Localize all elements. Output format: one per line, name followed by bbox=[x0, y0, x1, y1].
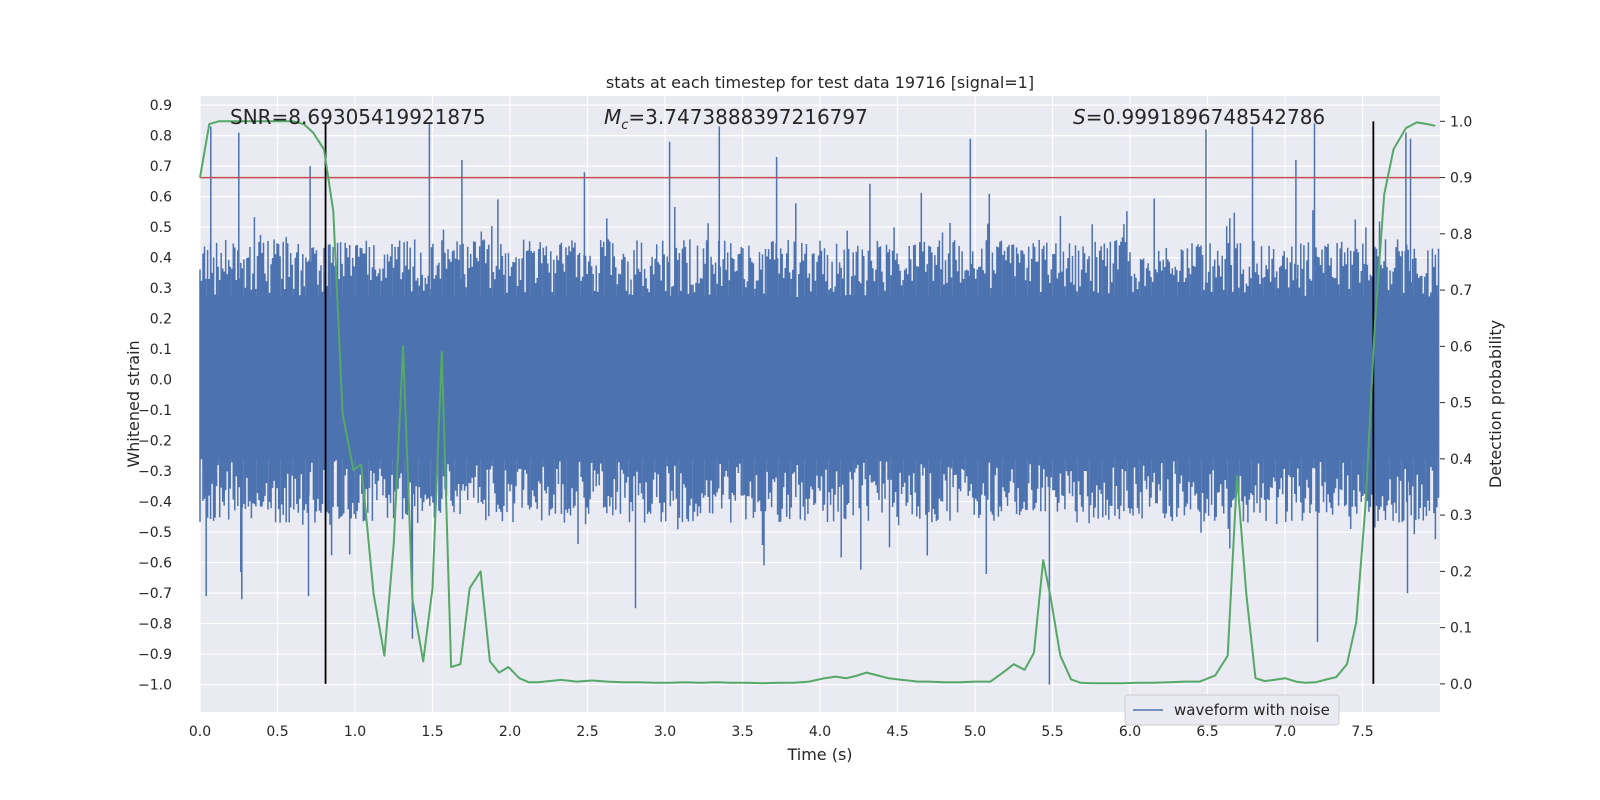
y-right-tick-label: 1.0 bbox=[1450, 114, 1472, 130]
score-value: =0.9991896748542786 bbox=[1086, 105, 1325, 129]
x-tick-label: 6.5 bbox=[1196, 724, 1218, 740]
legend-label: waveform with noise bbox=[1174, 701, 1330, 719]
x-tick-labels: 0.0 0.5 1.0 1.5 2.0 2.5 3.0 3.5 4.0 4.5 5.0 5.5 6.0 6… bbox=[189, 724, 1374, 740]
x-axis-label: Time (s) bbox=[786, 745, 852, 764]
y-left-tick-label: −0.6 bbox=[138, 556, 172, 572]
y-left-tick-label: −0.7 bbox=[138, 586, 172, 602]
probability-series bbox=[199, 120, 1436, 685]
probability-line bbox=[199, 120, 1436, 685]
y-left-tick-label: 0.7 bbox=[150, 159, 172, 175]
x-tick-label: 1.5 bbox=[421, 724, 443, 740]
y-right-tick-label: 0.3 bbox=[1450, 508, 1472, 524]
y-right-tick-label: 0.0 bbox=[1450, 677, 1472, 693]
score-annotation: S=0.9991896748542786 bbox=[1073, 105, 1325, 129]
chart-title: stats at each timestep for test data 197… bbox=[606, 73, 1034, 92]
x-tick-label: 0.0 bbox=[189, 724, 211, 740]
y-left-tick-label: 0.4 bbox=[150, 251, 172, 267]
y-right-tick-labels: 1.0 0.9 0.8 0.7 0.6 0.5 0.4 0.3 0.2 0.1 0.0 bbox=[1440, 114, 1472, 693]
chirp-mass-symbol: M bbox=[604, 105, 621, 129]
x-tick-label: 6.0 bbox=[1119, 724, 1141, 740]
x-tick-label: 0.5 bbox=[266, 724, 288, 740]
y-left-tick-label: −0.5 bbox=[138, 525, 172, 541]
x-tick-label: 3.0 bbox=[654, 724, 676, 740]
y-right-tick-label: 0.9 bbox=[1450, 171, 1472, 187]
x-tick-label: 5.0 bbox=[964, 724, 986, 740]
y-right-tick-label: 0.2 bbox=[1450, 564, 1472, 580]
y-left-tick-label: −0.8 bbox=[138, 617, 172, 633]
y-right-tick-label: 0.8 bbox=[1450, 227, 1472, 243]
y-left-tick-label: −0.3 bbox=[138, 464, 172, 480]
y-left-tick-label: 0.9 bbox=[150, 98, 172, 114]
y-left-tick-labels: 0.9 0.8 0.7 0.6 0.5 0.4 0.3 0.2 0.1 0.0 −0.1 −0.2 −0… bbox=[138, 98, 172, 693]
y-right-axis-label: Detection probability bbox=[1486, 320, 1505, 488]
x-tick-label: 7.0 bbox=[1274, 724, 1296, 740]
y-left-tick-label: 0.5 bbox=[150, 220, 172, 236]
y-left-tick-label: 0.1 bbox=[150, 342, 172, 358]
x-tick-label: 1.0 bbox=[344, 724, 366, 740]
y-right-tick-label: 0.5 bbox=[1450, 396, 1472, 412]
y-right-tick-label: 0.6 bbox=[1450, 339, 1472, 355]
chirp-mass-annotation: Mc=3.7473888397216797 bbox=[604, 105, 868, 133]
x-tick-label: 3.5 bbox=[731, 724, 753, 740]
y-left-tick-label: −1.0 bbox=[138, 678, 172, 694]
x-tick-label: 2.5 bbox=[576, 724, 598, 740]
y-left-tick-label: 0.6 bbox=[150, 190, 172, 206]
score-symbol: S bbox=[1073, 105, 1086, 129]
x-tick-label: 5.5 bbox=[1041, 724, 1063, 740]
x-tick-label: 7.5 bbox=[1351, 724, 1373, 740]
x-tick-label: 4.0 bbox=[809, 724, 831, 740]
legend: waveform with noise bbox=[1124, 694, 1340, 726]
y-left-tick-label: −0.9 bbox=[138, 647, 172, 663]
chirp-mass-value: =3.7473888397216797 bbox=[628, 105, 867, 129]
marker-lines bbox=[324, 121, 1375, 684]
y-left-tick-label: −0.1 bbox=[138, 403, 172, 419]
y-right-tick-label: 0.7 bbox=[1450, 283, 1472, 299]
y-left-tick-label: −0.4 bbox=[138, 495, 172, 511]
y-left-axis-label: Whitened strain bbox=[124, 340, 143, 467]
y-left-tick-label: 0.8 bbox=[150, 129, 172, 145]
chirp-mass-subscript: c bbox=[621, 118, 628, 133]
y-right-tick-label: 0.4 bbox=[1450, 452, 1472, 468]
y-left-tick-label: 0.0 bbox=[150, 373, 172, 389]
y-left-tick-label: 0.2 bbox=[150, 312, 172, 328]
x-tick-label: 2.0 bbox=[499, 724, 521, 740]
legend-box bbox=[1124, 694, 1340, 726]
snr-annotation: SNR=8.69305419921875 bbox=[230, 105, 486, 129]
y-left-tick-label: −0.2 bbox=[138, 434, 172, 450]
y-right-tick-label: 0.1 bbox=[1450, 621, 1472, 637]
x-tick-label: 4.5 bbox=[886, 724, 908, 740]
y-left-tick-label: 0.3 bbox=[150, 281, 172, 297]
